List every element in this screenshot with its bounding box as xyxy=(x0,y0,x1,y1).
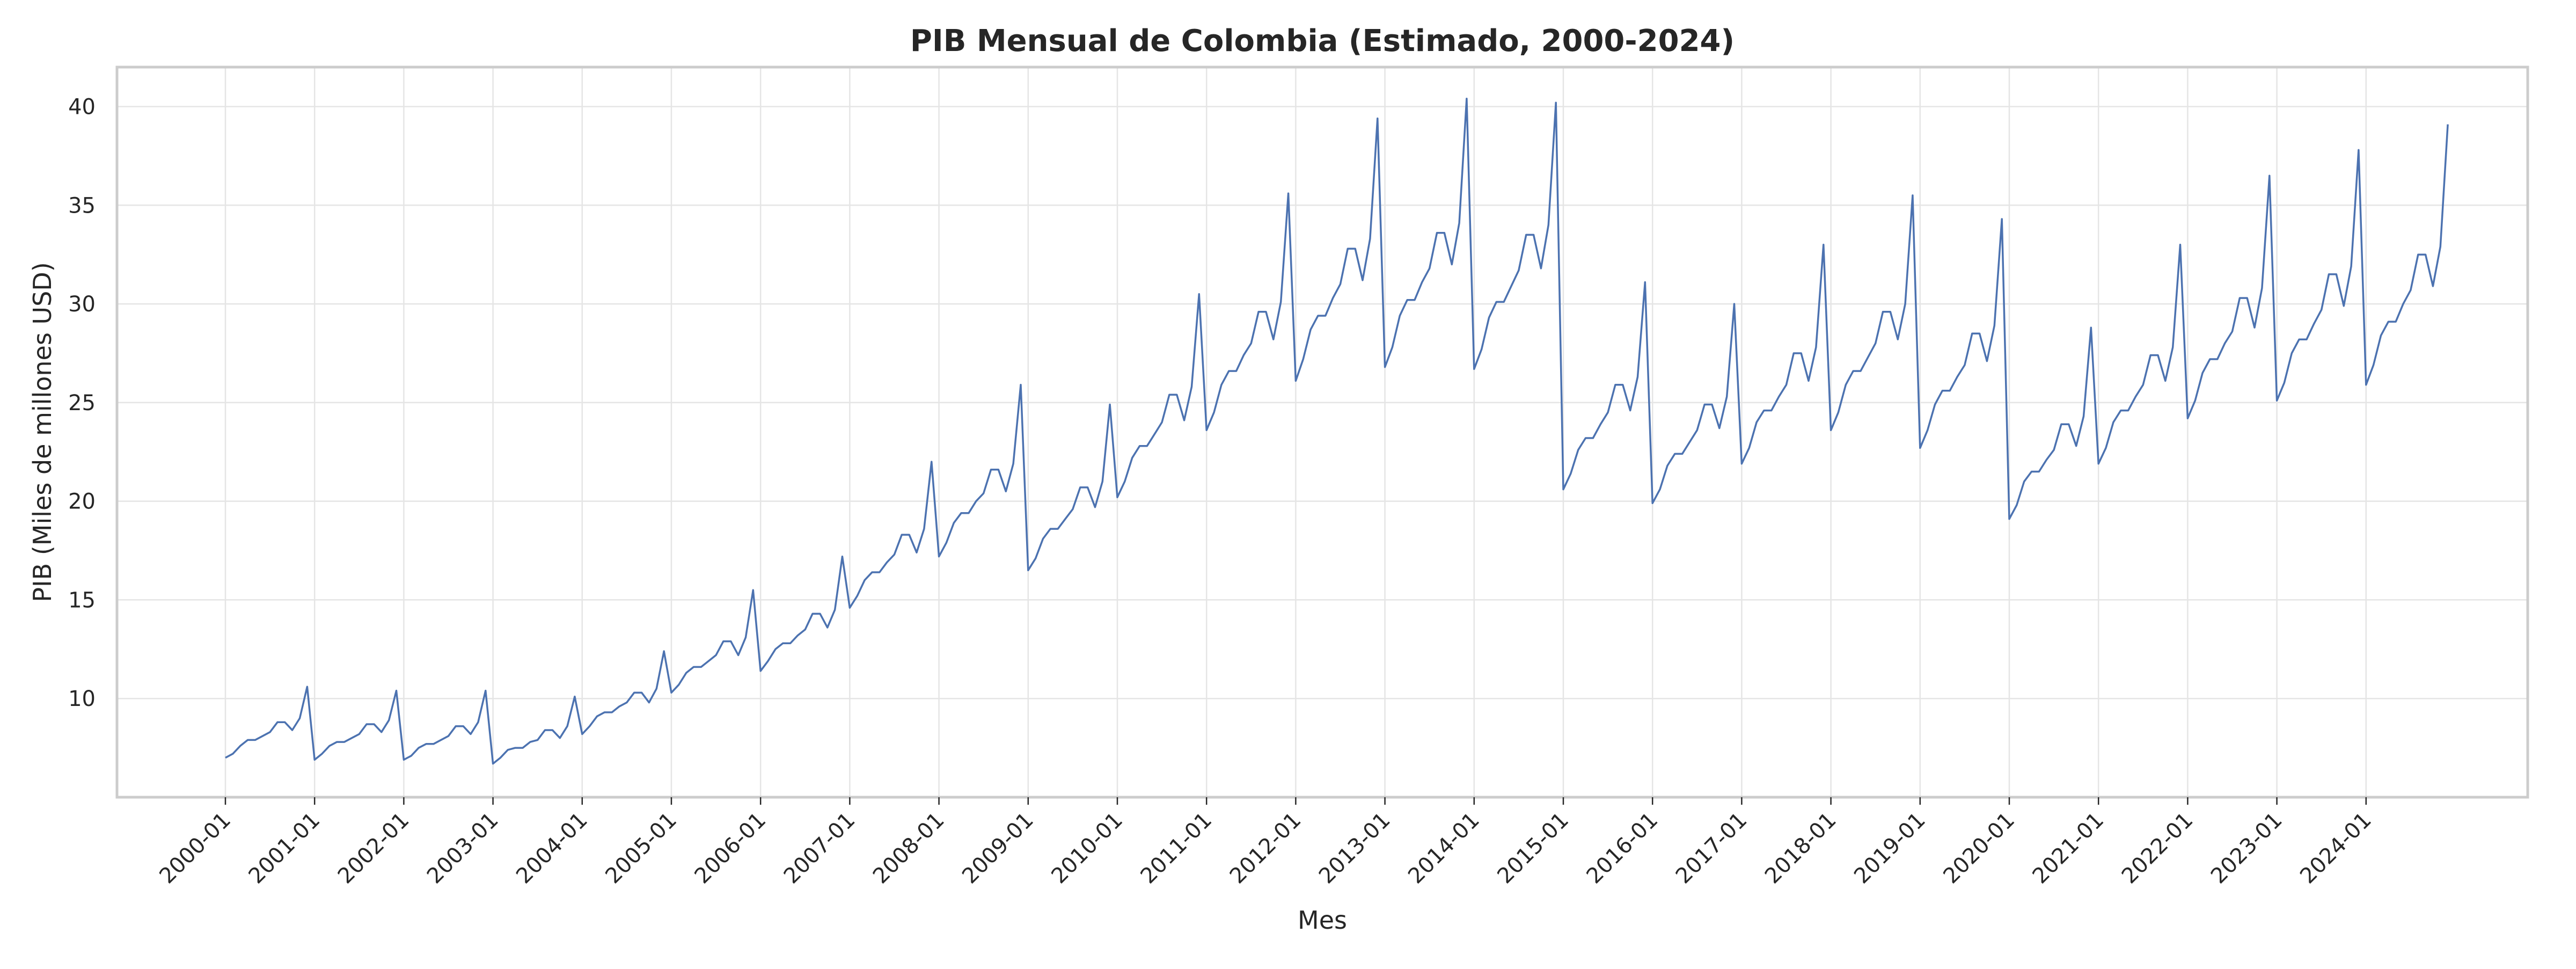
x-tick-label: 2022-01 xyxy=(2117,808,2198,889)
series-line-pib xyxy=(225,98,2449,765)
chart-title: PIB Mensual de Colombia (Estimado, 2000-… xyxy=(910,24,1735,59)
x-tick-label: 2016-01 xyxy=(1582,808,1663,889)
x-tick-label: 2023-01 xyxy=(2206,808,2287,889)
x-tick-label: 2018-01 xyxy=(1760,808,1841,889)
x-tick-label: 2024-01 xyxy=(2295,808,2376,889)
y-tick-label: 20 xyxy=(68,490,96,514)
x-tick-label: 2011-01 xyxy=(1136,808,1217,889)
axis-ticks: 10 15 20 25 30 35 40 2000-01 2001-01 2002-01 2003-… xyxy=(68,95,2376,889)
y-tick-label: 25 xyxy=(68,391,96,416)
x-tick-label: 2008-01 xyxy=(868,808,949,889)
x-tick-label: 2000-01 xyxy=(155,808,236,889)
x-tick-label: 2013-01 xyxy=(1314,808,1395,889)
y-tick-label: 10 xyxy=(68,687,96,711)
x-tick-label: 2012-01 xyxy=(1225,808,1306,889)
x-tick-label: 2006-01 xyxy=(690,808,771,889)
x-tick-label: 2007-01 xyxy=(779,808,860,889)
y-tick-label: 30 xyxy=(68,292,96,317)
y-tick-label: 40 xyxy=(68,95,96,120)
x-tick-label: 2002-01 xyxy=(333,808,414,889)
x-tick-label: 2004-01 xyxy=(511,808,592,889)
x-tick-label: 2015-01 xyxy=(1492,808,1574,889)
grid xyxy=(117,67,2528,797)
y-axis-label: PIB (Miles de millones USD) xyxy=(28,262,57,602)
x-tick-label: 2010-01 xyxy=(1046,808,1128,889)
x-tick-label: 2021-01 xyxy=(2028,808,2109,889)
x-tick-label: 2017-01 xyxy=(1671,808,1752,889)
plot-area-frame xyxy=(115,65,2529,799)
x-tick-label: 2020-01 xyxy=(1938,808,2019,889)
x-tick-label: 2014-01 xyxy=(1403,808,1484,889)
x-tick-label: 2019-01 xyxy=(1849,808,1930,889)
y-tick-label: 35 xyxy=(68,193,96,218)
x-tick-label: 2003-01 xyxy=(422,808,503,889)
x-axis-label: Mes xyxy=(1298,906,1347,935)
x-tick-label: 2005-01 xyxy=(601,808,682,889)
x-tick-label: 2009-01 xyxy=(957,808,1038,889)
x-tick-label: 2001-01 xyxy=(244,808,325,889)
y-tick-label: 15 xyxy=(68,588,96,613)
